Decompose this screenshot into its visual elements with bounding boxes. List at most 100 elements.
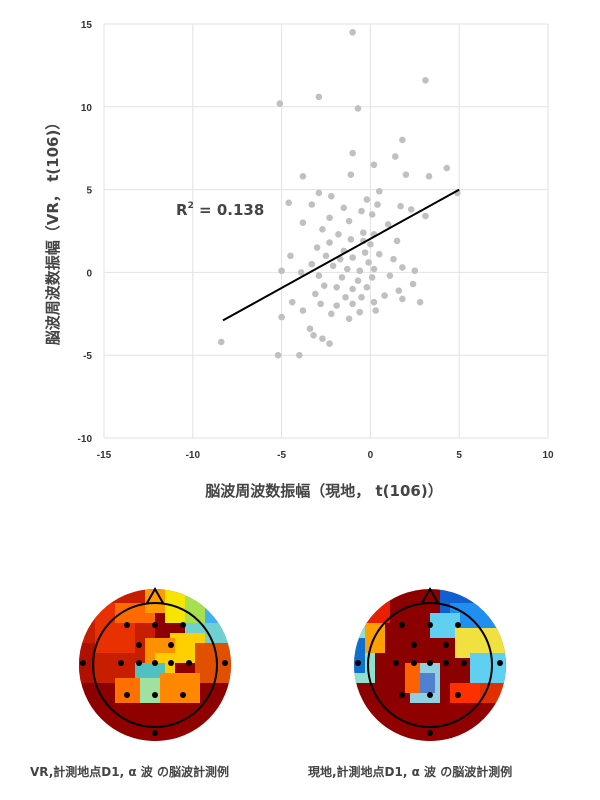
data-point [287,252,294,260]
data-point [319,335,326,342]
nose-outline [146,586,164,604]
data-point [363,284,371,291]
data-point [365,259,372,266]
data-point [368,211,376,218]
data-point [363,196,371,203]
data-point [354,105,362,112]
data-point [310,332,317,339]
data-point [299,307,307,314]
data-point [356,308,364,316]
data-point [326,340,333,347]
data-point [399,136,406,144]
data-point [315,93,323,101]
data-point [359,229,367,236]
data-point [274,351,282,359]
data-point [349,300,356,308]
y-tick-label: 15 [81,20,93,31]
data-point [422,212,429,220]
data-point [374,201,381,208]
x-tick-label: 0 [368,450,374,461]
data-point [407,206,415,213]
x-tick-label: 10 [542,450,554,461]
x-axis-label: 脳波周波数振幅（現地， t(106)） [205,482,442,500]
data-point [349,285,356,293]
data-point [354,277,362,284]
data-point [338,274,346,281]
data-point [317,300,324,308]
data-point [335,231,342,238]
data-point [358,207,365,215]
data-point [326,214,333,222]
data-points [217,28,461,359]
data-point [395,287,403,294]
y-axis-label: 脳波周波数振幅（VR， t(106)） [44,115,62,346]
data-point [319,226,326,233]
data-point [340,204,348,212]
data-point [356,267,364,275]
data-point [328,310,335,318]
data-point [370,298,378,306]
data-point [297,269,305,276]
data-point [399,264,406,271]
data-point [375,187,383,195]
data-point [361,249,369,256]
head-outline [92,602,218,728]
x-tick-label: -15 [97,450,112,461]
data-point [358,293,365,301]
scatter-chart: -15 -10 -5 0 5 10 -10 -5 0 5 10 15 R2 = 0.138 脳波周波数… [44,20,554,500]
data-point [333,302,340,309]
topomap-vr [75,583,235,743]
data-point [372,307,380,314]
data-point [312,290,319,298]
data-point [422,77,429,84]
topomap-field-caption: 現地,計測地点D1, α 波 の脳波計測例 [308,765,513,779]
data-point [370,161,378,169]
data-point [322,252,330,260]
x-tick-label: 5 [456,450,462,461]
data-point [308,260,316,268]
data-point [347,171,355,178]
data-point [425,173,433,180]
data-point [409,280,417,288]
data-point [288,298,296,306]
data-point [399,295,406,303]
data-point [217,338,225,346]
data-point [367,240,374,248]
data-point [285,199,293,207]
data-point [391,153,399,160]
data-point [390,255,397,263]
data-point [326,239,333,246]
data-point [308,201,316,208]
y-tick-label: 10 [81,103,93,114]
y-tick-label: -10 [78,434,93,445]
data-point [296,351,303,359]
data-point [299,173,307,180]
y-tick-label: -5 [83,351,92,362]
x-tick-label: -10 [186,450,201,461]
data-point [278,313,285,321]
data-point [443,164,451,172]
data-point [315,189,323,197]
data-point [375,250,383,258]
data-point [276,100,284,107]
head-outline [367,602,493,728]
data-point [320,282,328,289]
electrode-dots [80,622,228,736]
data-point [402,171,410,178]
data-point [397,202,404,210]
data-point [393,237,401,245]
data-point [416,298,424,306]
trendline-group [222,188,460,322]
data-point [349,28,356,36]
data-point [278,267,285,275]
topomap-field [350,583,510,743]
trendline [222,188,460,322]
data-point [342,293,349,301]
data-point [344,265,351,273]
data-point [345,315,353,323]
data-point [386,272,394,280]
data-point [313,244,321,251]
data-point [345,217,353,225]
r-squared-annotation: R2 = 0.138 [176,201,264,219]
data-point [315,272,323,280]
